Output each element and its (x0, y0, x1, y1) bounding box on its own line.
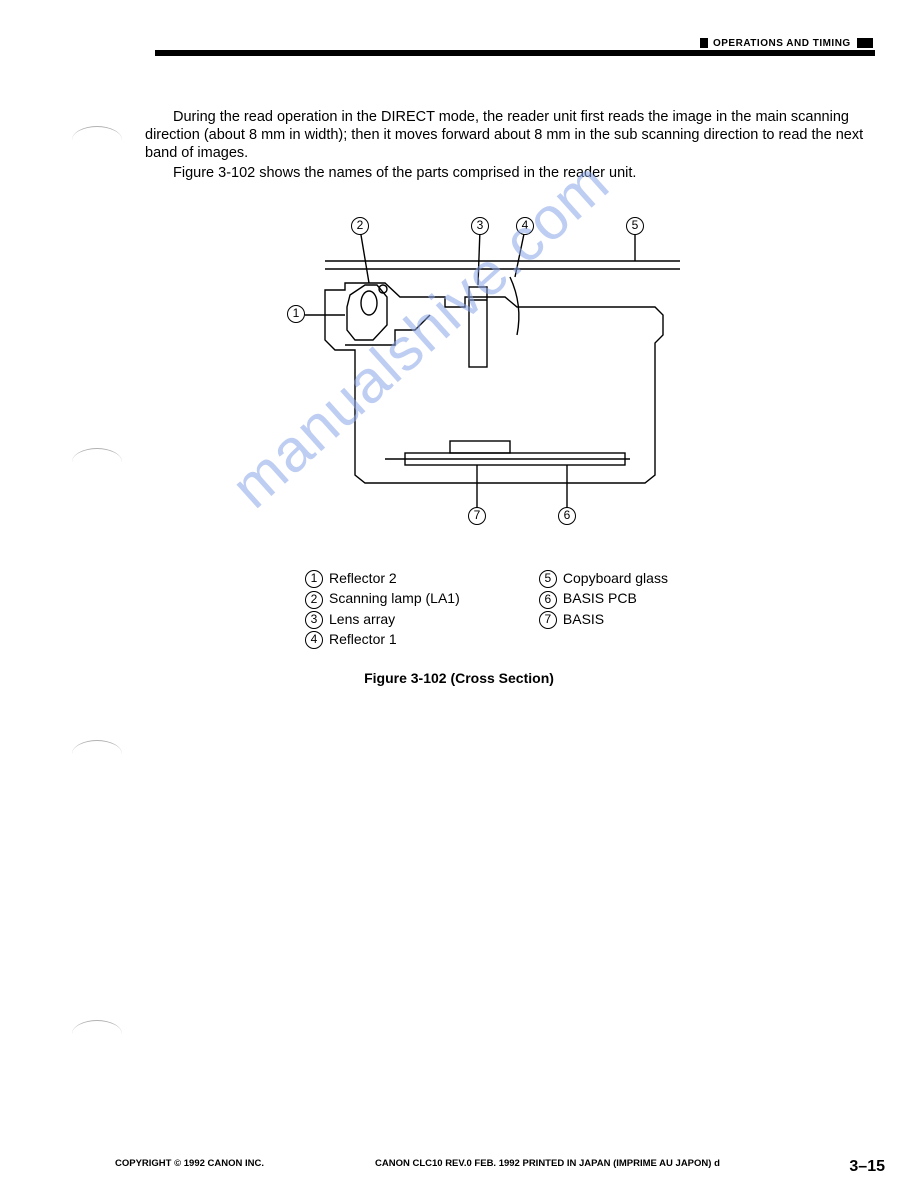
paragraph-2: Figure 3-102 shows the names of the part… (145, 164, 885, 182)
legend-label: Scanning lamp (LA1) (329, 590, 460, 606)
scan-artifact (72, 1020, 122, 1034)
callout-1: 1 (287, 305, 305, 323)
legend-label: Copyboard glass (563, 570, 668, 586)
footer-center: CANON CLC10 REV.0 FEB. 1992 PRINTED IN J… (375, 1158, 720, 1169)
parts-legend: 1Reflector 2 2Scanning lamp (LA1) 3Lens … (305, 570, 765, 651)
callout-4: 4 (516, 217, 534, 235)
legend-label: Reflector 2 (329, 570, 397, 586)
legend-label: Reflector 1 (329, 631, 397, 647)
scan-artifact (72, 448, 122, 462)
figure-caption: Figure 3-102 (Cross Section) (0, 670, 918, 686)
legend-label: Lens array (329, 611, 395, 627)
page-number: 3–15 (849, 1158, 885, 1176)
legend-label: BASIS (563, 611, 604, 627)
copyright: COPYRIGHT © 1992 CANON INC. (115, 1158, 264, 1169)
section-header: OPERATIONS AND TIMING (700, 38, 873, 49)
legend-label: BASIS PCB (563, 590, 637, 606)
callout-7: 7 (468, 507, 486, 525)
header-rule (155, 50, 875, 56)
cross-section-diagram: 2 3 4 5 1 7 6 (285, 215, 685, 525)
callout-3: 3 (471, 217, 489, 235)
scan-artifact (72, 740, 122, 754)
callout-6: 6 (558, 507, 576, 525)
scan-artifact (72, 126, 122, 140)
diagram-svg (285, 215, 685, 525)
callout-5: 5 (626, 217, 644, 235)
paragraph-1: During the read operation in the DIRECT … (145, 108, 885, 162)
callout-2: 2 (351, 217, 369, 235)
body-text: During the read operation in the DIRECT … (145, 108, 885, 185)
section-title: OPERATIONS AND TIMING (713, 38, 851, 49)
